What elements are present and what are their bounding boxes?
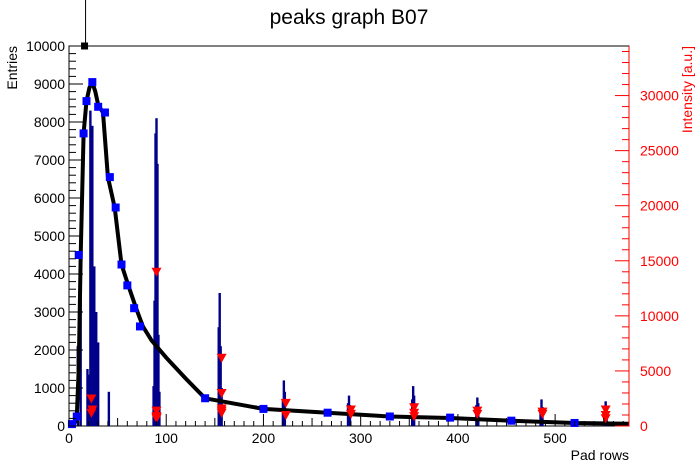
triangle-marker [472, 409, 483, 419]
histogram-spike [156, 163, 159, 427]
y-tick-label: 0 [57, 418, 65, 434]
y2-tick-label: 5000 [640, 363, 671, 379]
y-tick-label: 4000 [34, 266, 65, 282]
x-tick-label: 100 [155, 430, 179, 446]
square-marker [323, 408, 332, 417]
histogram-spike [157, 334, 160, 426]
triangle-marker [216, 406, 227, 416]
square-marker [111, 203, 120, 212]
x-tick-label: 0 [65, 430, 73, 446]
chart-title: peaks graph B07 [270, 6, 429, 29]
triangle-marker [600, 414, 611, 424]
square-marker [446, 413, 455, 422]
y-tick-label: 3000 [34, 304, 65, 320]
histogram-spike [219, 346, 222, 426]
triangle-marker [345, 409, 356, 419]
y-tick-label: 6000 [34, 190, 65, 206]
triangle-marker [151, 412, 162, 422]
triangle-marker [151, 406, 162, 416]
y-tick-label: 10000 [26, 38, 65, 54]
square-marker [117, 260, 126, 269]
triangle-marker [151, 267, 162, 277]
y-tick-label: 9000 [34, 76, 65, 92]
y-axis-label: Entries [4, 46, 20, 90]
square-marker [74, 251, 83, 259]
y-tick-label: 1000 [34, 380, 65, 396]
triangle-marker [409, 403, 420, 413]
square-marker [385, 412, 394, 421]
square-marker [67, 420, 76, 429]
square-marker [259, 404, 268, 413]
y2-axis-label: Intensity [a.u.] [679, 46, 695, 133]
y2-tick-label: 10000 [640, 308, 679, 324]
y2-tick-label: 25000 [640, 143, 679, 159]
histogram-spike [86, 369, 89, 426]
square-marker [100, 108, 109, 117]
y-tick-label: 7000 [34, 152, 65, 168]
x-tick-label: 500 [543, 430, 567, 446]
square-marker [94, 102, 103, 111]
triangle-marker [86, 394, 97, 404]
y2-tick-label: 20000 [640, 198, 679, 214]
y-tick-label: 5000 [34, 228, 65, 244]
square-marker [88, 78, 97, 87]
x-tick-label: 300 [349, 430, 373, 446]
histogram-spike [96, 342, 100, 426]
square-marker [130, 304, 139, 313]
histogram-spike [93, 266, 96, 426]
triangle-marker [280, 398, 291, 408]
y-tick-label: 2000 [34, 342, 65, 358]
x-axis-label: Pad rows [571, 447, 629, 463]
triangle-marker [216, 353, 227, 363]
triangle-marker [216, 388, 227, 398]
triangle-marker [409, 412, 420, 422]
square-marker [507, 416, 516, 425]
histogram-spike [95, 312, 98, 426]
square-marker [123, 281, 132, 290]
y2-tick-label: 15000 [640, 253, 679, 269]
triangle-marker [600, 405, 611, 415]
x-tick-label: 400 [446, 430, 470, 446]
triangle-marker [87, 405, 98, 415]
histogram-spike [107, 391, 111, 426]
triangle-marker [280, 410, 291, 420]
outlier-marker [81, 42, 89, 50]
y-tick-label: 8000 [34, 114, 65, 130]
marker-layer [67, 42, 611, 429]
y2-tick-label: 30000 [640, 88, 679, 104]
square-marker [79, 129, 88, 138]
triangle-marker [537, 409, 548, 419]
square-marker [82, 97, 91, 106]
x-tick-label: 200 [252, 430, 276, 446]
histogram-spike [91, 125, 94, 427]
square-marker [201, 394, 210, 403]
histogram-spike [89, 110, 92, 426]
y2-tick-label: 0 [640, 418, 648, 434]
axes-layer: 0 100 200 300 400 500010002000300040005000600… [26, 38, 679, 446]
square-marker [72, 412, 81, 421]
square-marker [105, 173, 114, 182]
square-marker [135, 322, 144, 331]
